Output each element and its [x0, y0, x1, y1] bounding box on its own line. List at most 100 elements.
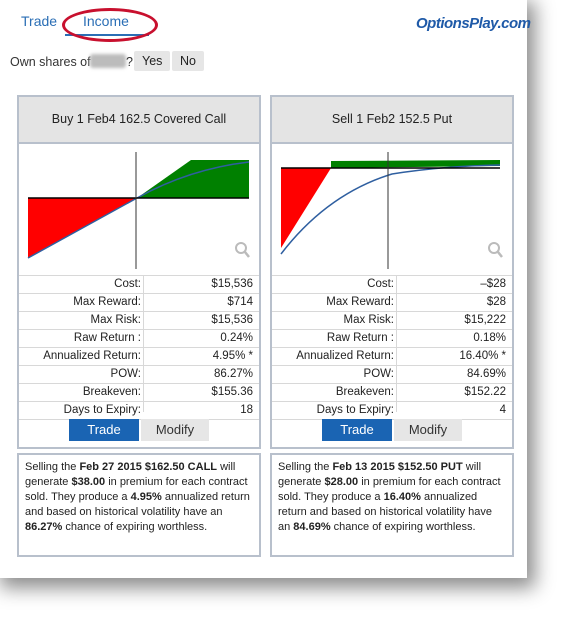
stat-row: Annualized Return: 16.40% * — [272, 347, 512, 365]
tab-trade[interactable]: Trade — [21, 13, 58, 29]
stat-row: POW: 86.27% — [19, 365, 259, 383]
stat-value: 0.24% — [220, 332, 253, 344]
stat-value: $155.36 — [211, 386, 253, 398]
stat-row: Breakeven: $152.22 — [272, 383, 512, 401]
stat-row: Max Reward: $28 — [272, 293, 512, 311]
stat-value: $15,536 — [211, 314, 253, 326]
desc-text: Selling the — [25, 461, 80, 473]
stat-label: Max Risk: — [343, 314, 394, 326]
stat-label: Cost: — [114, 278, 141, 290]
stat-label: Breakeven: — [82, 386, 141, 398]
payoff-chart-svg — [27, 152, 250, 269]
desc-contract: Feb 27 2015 $162.50 CALL — [79, 461, 218, 473]
desc-text: will generate — [278, 461, 482, 488]
stat-label: Annualized Return: — [296, 350, 394, 362]
covered-call-description: Selling the Feb 27 2015 $162.50 CALL wil… — [17, 453, 261, 557]
desc-text: in premium for each contract sold. They … — [278, 476, 501, 503]
stats-divider — [143, 275, 144, 412]
card-title: Buy 1 Feb4 162.5 Covered Call — [19, 97, 259, 144]
yes-button[interactable]: Yes — [134, 51, 171, 71]
stat-value: 18 — [240, 404, 253, 416]
stat-row: Annualized Return: 4.95% * — [19, 347, 259, 365]
zoom-icon[interactable] — [235, 242, 250, 258]
stat-label: Raw Return : — [326, 332, 394, 344]
stat-value: $28 — [486, 296, 506, 308]
stat-value: $714 — [227, 296, 253, 308]
stat-value: $15,222 — [464, 314, 506, 326]
stat-label: POW: — [363, 368, 394, 380]
brand-logo: OptionsPlay.com — [416, 15, 531, 32]
stat-row: Max Risk: $15,536 — [19, 311, 259, 329]
trade-button[interactable]: Trade — [69, 419, 139, 441]
blurred-symbol — [90, 54, 126, 68]
stat-value: $15,536 — [211, 278, 253, 290]
stat-row: Cost: –$28 — [272, 275, 512, 293]
stat-value: –$28 — [480, 278, 506, 290]
modify-button[interactable]: Modify — [141, 419, 209, 441]
stat-label: POW: — [110, 368, 141, 380]
widget-panel: Trade Income OptionsPlay.com Own shares … — [10, 8, 531, 557]
stats-divider — [396, 275, 397, 412]
stat-label: Cost: — [367, 278, 394, 290]
no-button[interactable]: No — [172, 51, 204, 71]
stat-row: Days to Expiry: 4 — [272, 401, 512, 420]
desc-text: in premium for each contract sold. They … — [25, 476, 248, 503]
stat-value: 16.40% * — [459, 350, 506, 362]
covered-call-card: Buy 1 Feb4 162.5 Covered Call Cost: $15,5… — [17, 95, 261, 449]
payoff-chart-svg — [280, 152, 503, 269]
stat-label: Max Reward: — [326, 296, 394, 308]
desc-text: annualized return and based on historica… — [25, 491, 250, 518]
stat-label: Max Reward: — [73, 296, 141, 308]
desc-pow: 86.27% — [25, 521, 63, 533]
stat-row: Breakeven: $155.36 — [19, 383, 259, 401]
zoom-icon[interactable] — [488, 242, 503, 258]
payoff-chart — [272, 144, 512, 271]
payoff-curve — [280, 164, 501, 255]
stats-table: Cost: –$28 Max Reward: $28 Max Risk: $15,22… — [272, 275, 512, 420]
trade-button[interactable]: Trade — [322, 419, 392, 441]
own-shares-question-mark: ? — [126, 55, 133, 69]
desc-return: 16.40% — [383, 491, 421, 503]
desc-text: Selling the — [278, 461, 333, 473]
desc-pow: 84.69% — [293, 521, 331, 533]
stat-row: Raw Return : 0.18% — [272, 329, 512, 347]
payoff-chart — [19, 144, 259, 271]
desc-text: chance of expiring worthless. — [330, 521, 476, 533]
stat-value: 4 — [499, 404, 506, 416]
card-title: Sell 1 Feb2 152.5 Put — [272, 97, 512, 144]
desc-text: will generate — [25, 461, 236, 488]
short-put-description: Selling the Feb 13 2015 $152.50 PUT will… — [270, 453, 514, 557]
payoff-curve — [27, 161, 250, 259]
stat-label: Annualized Return: — [43, 350, 141, 362]
profit-area — [331, 160, 500, 168]
stat-value: 4.95% * — [212, 350, 253, 362]
stat-label: Raw Return : — [73, 332, 141, 344]
profit-area — [137, 160, 249, 198]
loss-area — [281, 168, 331, 248]
stat-value: 84.69% — [466, 368, 506, 380]
stat-row: POW: 84.69% — [272, 365, 512, 383]
short-put-card: Sell 1 Feb2 152.5 Put Cost: –$28 Max Rewa… — [270, 95, 514, 449]
desc-premium: $38.00 — [71, 476, 106, 488]
stat-label: Days to Expiry: — [63, 404, 141, 416]
stat-label: Max Risk: — [90, 314, 141, 326]
desc-text: chance of expiring worthless. — [62, 521, 208, 533]
stat-row: Cost: $15,536 — [19, 275, 259, 293]
stat-row: Max Risk: $15,222 — [272, 311, 512, 329]
desc-text: annualized return and based on historica… — [278, 491, 493, 533]
stat-label: Breakeven: — [335, 386, 394, 398]
own-shares-label: Own shares of — [10, 55, 91, 69]
stat-value: $152.22 — [464, 386, 506, 398]
stat-row: Raw Return : 0.24% — [19, 329, 259, 347]
stat-row: Max Reward: $714 — [19, 293, 259, 311]
stat-value: 86.27% — [213, 368, 253, 380]
stat-row: Days to Expiry: 18 — [19, 401, 259, 420]
modify-button[interactable]: Modify — [394, 419, 462, 441]
stats-table: Cost: $15,536 Max Reward: $714 Max Risk: $1… — [19, 275, 259, 420]
desc-contract: Feb 13 2015 $152.50 PUT — [332, 461, 463, 473]
desc-premium: $28.00 — [324, 476, 359, 488]
desc-return: 4.95% — [130, 491, 162, 503]
stat-value: 0.18% — [473, 332, 506, 344]
highlight-circle — [62, 8, 158, 42]
stat-label: Days to Expiry: — [316, 404, 394, 416]
